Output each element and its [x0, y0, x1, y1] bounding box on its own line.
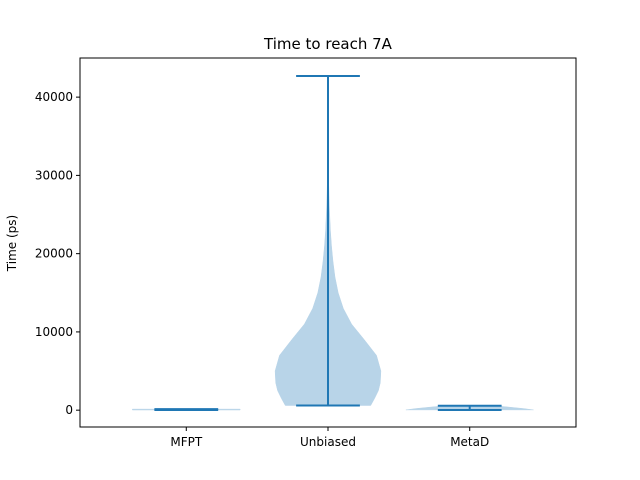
violins-layer: [132, 75, 534, 412]
chart-title: Time to reach 7A: [263, 35, 393, 53]
x-axis: MFPT Unbiased MetaD: [170, 427, 489, 449]
plot-frame: [79, 57, 577, 428]
y-tick-label: 40000: [35, 90, 73, 104]
y-tick-label: 0: [65, 403, 73, 417]
x-tick-label: MFPT: [170, 435, 202, 449]
y-axis: 0 10000 20000 30000 40000: [35, 90, 80, 417]
x-tick-label: MetaD: [450, 435, 489, 449]
y-tick-label: 30000: [35, 168, 73, 182]
x-tick-label: Unbiased: [300, 435, 356, 449]
y-tick-label: 20000: [35, 247, 73, 261]
y-axis-label: Time (ps): [5, 215, 19, 272]
y-tick-label: 10000: [35, 325, 73, 339]
